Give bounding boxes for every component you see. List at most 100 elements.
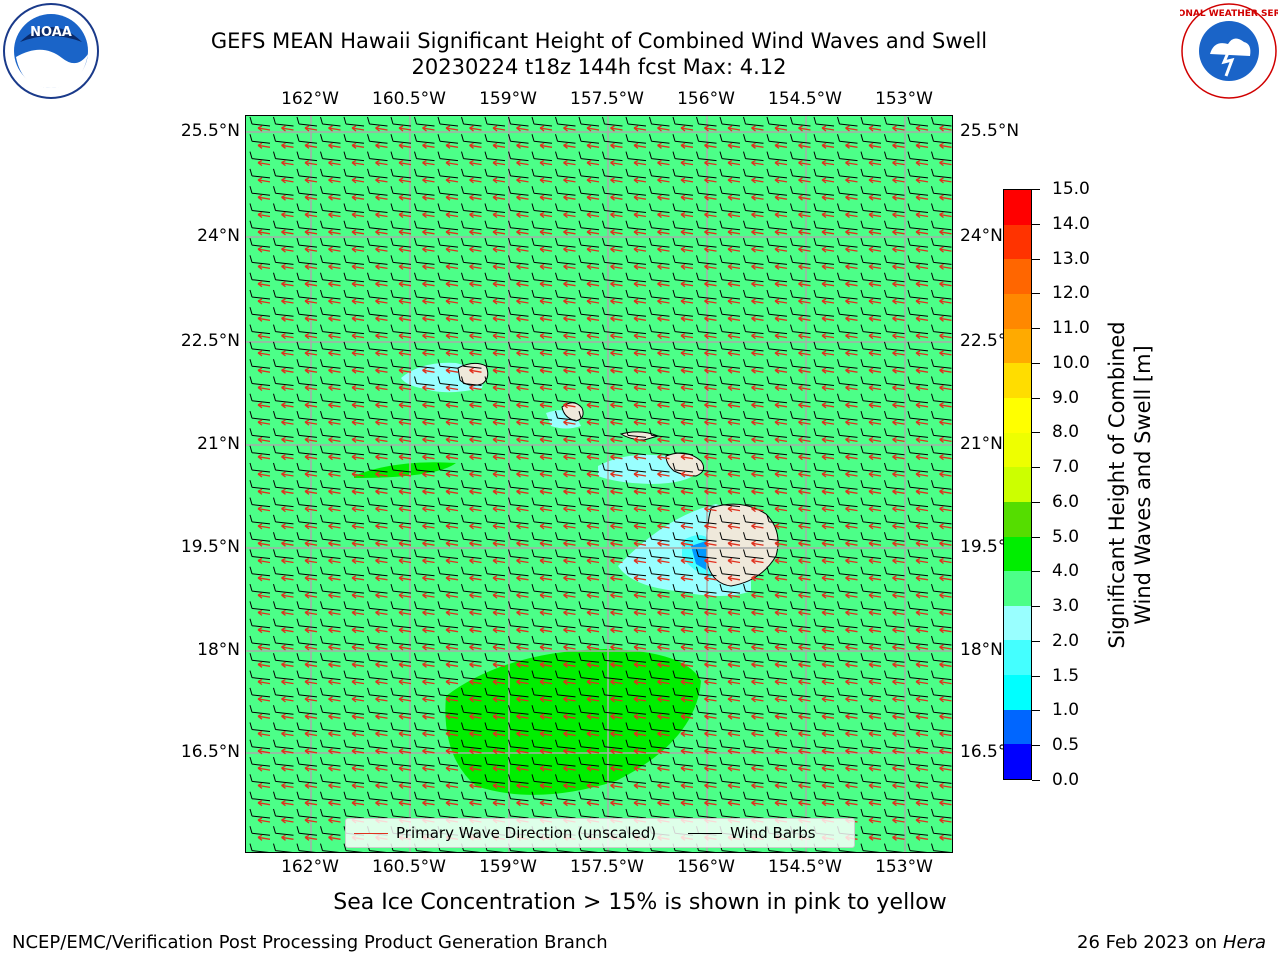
wind-barb <box>437 566 459 577</box>
wave-direction-arrow <box>586 488 600 495</box>
wind-barb <box>672 393 694 404</box>
wind-barb <box>884 566 905 577</box>
wind-barb <box>625 341 647 352</box>
wave-direction-arrow <box>939 506 952 513</box>
wave-direction-arrow <box>633 471 647 478</box>
wind-barb <box>766 532 788 542</box>
wave-direction-arrow <box>633 436 647 443</box>
wind-barb <box>743 289 764 300</box>
wave-direction-arrow <box>539 211 553 219</box>
wind-barb <box>390 289 412 300</box>
wave-direction-arrow <box>915 229 929 236</box>
wave-direction-arrow <box>939 350 952 357</box>
wave-direction-arrow <box>939 627 952 634</box>
wind-barb <box>296 410 318 421</box>
wind-barb <box>625 116 647 127</box>
wind-barb <box>555 739 576 750</box>
colorbar-tick <box>1032 780 1040 781</box>
colorbar-tick-label: 8.0 <box>1052 422 1080 443</box>
wave-direction-arrow <box>257 454 271 461</box>
wind-barb <box>860 670 882 681</box>
wave-direction-arrow <box>281 506 294 513</box>
wave-direction-arrow <box>727 281 741 288</box>
colorbar-tick <box>1032 258 1040 260</box>
wave-direction-arrow <box>563 315 576 322</box>
wave-direction-arrow <box>539 229 553 236</box>
wind-barb <box>578 376 600 386</box>
wind-barb <box>743 583 764 594</box>
wind-barb <box>531 255 553 265</box>
wave-direction-arrow <box>868 506 882 513</box>
wind-barb <box>367 583 388 594</box>
wave-direction-arrow <box>727 263 741 270</box>
wave-direction-arrow <box>680 177 694 184</box>
wave-direction-arrow <box>680 367 694 374</box>
wave-direction-arrow <box>680 246 694 253</box>
wind-barb <box>743 445 764 456</box>
wave-direction-arrow <box>257 436 271 443</box>
wave-direction-arrow <box>328 817 341 824</box>
wave-direction-arrow <box>868 454 882 461</box>
wind-barb <box>367 151 388 162</box>
wave-direction-arrow <box>939 263 952 270</box>
wind-barb <box>860 705 882 715</box>
wave-direction-arrow <box>257 782 271 789</box>
wave-direction-arrow <box>328 834 341 841</box>
wind-barb <box>790 618 811 629</box>
wind-barb <box>931 670 952 681</box>
wind-barb-legend-label: Wind Barbs <box>730 824 816 842</box>
wind-barb <box>907 583 929 594</box>
wind-barb <box>672 203 694 213</box>
wave-direction-arrow <box>516 350 529 357</box>
wind-barb <box>249 255 271 265</box>
wind-barb <box>907 480 929 490</box>
wind-barb <box>249 549 271 559</box>
colorbar <box>1003 189 1032 780</box>
wind-barb <box>907 826 929 836</box>
wave-direction-arrow <box>939 246 952 253</box>
wind-barb <box>296 808 318 819</box>
wind-barb <box>602 705 623 715</box>
wind-barb <box>437 359 459 369</box>
wind-barb <box>343 566 365 577</box>
wave-direction-arrow <box>351 627 365 634</box>
wind-barb <box>719 722 741 732</box>
wave-direction-arrow <box>328 609 341 616</box>
wind-barb <box>296 186 318 196</box>
wind-barb <box>343 359 365 369</box>
wave-direction-arrow <box>257 834 271 841</box>
wind-barb <box>296 532 318 542</box>
wave-direction-arrow <box>610 419 623 426</box>
wind-barb <box>437 601 459 611</box>
colorbar-tick <box>1032 328 1040 330</box>
wave-direction-arrow <box>868 177 882 184</box>
wind-barb <box>273 566 294 577</box>
wave-direction-arrow <box>939 160 952 167</box>
wave-direction-arrow <box>328 748 341 755</box>
wind-barb <box>860 462 882 473</box>
wave-direction-arrow <box>586 661 600 668</box>
wave-direction-arrow <box>892 125 905 132</box>
wind-barb <box>531 116 553 127</box>
wave-direction-arrow <box>375 384 388 392</box>
wave-direction-arrow <box>892 730 905 738</box>
wave-direction-arrow <box>469 592 482 599</box>
wind-barb <box>907 756 929 767</box>
wind-barb <box>320 722 341 732</box>
wave-direction-arrow <box>281 384 294 392</box>
wind-barb <box>273 635 294 646</box>
wind-barb <box>508 549 529 559</box>
wind-barb <box>860 480 882 490</box>
wind-barb <box>414 618 435 629</box>
wave-direction-arrow <box>610 298 623 305</box>
wind-barb <box>437 808 459 819</box>
wind-barb <box>414 168 435 179</box>
wave-direction-arrow <box>422 540 435 547</box>
wind-barb <box>343 151 365 162</box>
colorbar-title-line: Significant Height of Combined <box>1105 321 1129 649</box>
wave-direction-arrow <box>281 627 294 634</box>
wind-barb <box>484 237 506 248</box>
wave-direction-arrow <box>892 592 905 599</box>
wind-barb <box>719 272 741 283</box>
wave-direction-arrow <box>563 367 576 374</box>
